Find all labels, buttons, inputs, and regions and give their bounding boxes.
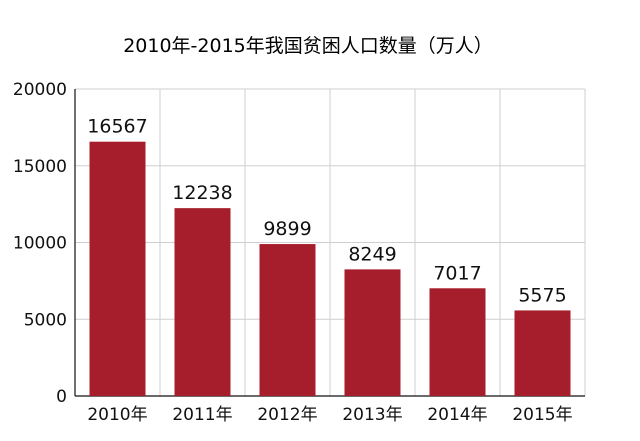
x-tick-label: 2015年 [512,405,572,425]
bar [514,310,571,396]
grid-lines [75,88,586,396]
bar-value-label: 7017 [433,262,481,284]
bar [429,288,486,396]
bar-value-label: 5575 [518,284,566,306]
data-labels: 16567 12238 9899 8249 7017 5575 [87,116,566,307]
x-tick-label: 2013年 [342,405,402,425]
y-tick-label: 10000 [13,234,67,254]
y-tick-labels: 0 5000 10000 15000 20000 [13,80,67,407]
axes [74,89,585,397]
bar-value-label: 12238 [172,182,232,204]
bars [89,141,571,396]
y-tick-label: 0 [56,387,67,407]
x-tick-labels: 2010年 2011年 2012年 2013年 2014年 2015年 [87,405,572,425]
x-tick-label: 2012年 [257,405,317,425]
y-tick-label: 15000 [13,157,67,177]
bar [89,141,146,396]
chart-title: 2010年-2015年我国贫困人口数量（万人） [123,35,493,57]
x-tick-label: 2010年 [87,405,147,425]
bar-value-label: 16567 [87,116,147,138]
bar-value-label: 8249 [348,243,396,265]
bar [259,244,316,396]
x-tick-label: 2014年 [427,405,487,425]
bar [344,269,401,396]
y-tick-label: 5000 [24,310,67,330]
bar-value-label: 9899 [263,218,311,240]
y-tick-label: 20000 [13,80,67,100]
bar [174,208,231,396]
x-tick-label: 2011年 [172,405,232,425]
